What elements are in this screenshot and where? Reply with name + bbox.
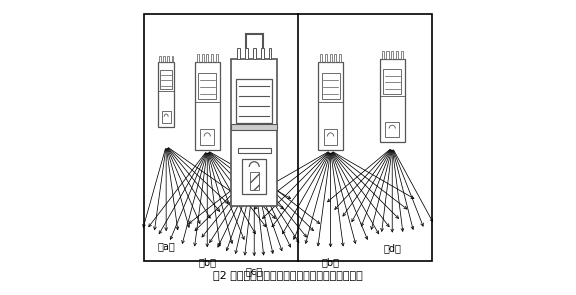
Bar xyxy=(232,59,277,206)
Bar xyxy=(144,14,432,260)
Bar xyxy=(200,129,214,145)
Bar xyxy=(215,54,218,62)
Bar xyxy=(211,54,213,62)
Text: （b）: （b） xyxy=(198,258,216,268)
Bar xyxy=(339,54,341,62)
Bar xyxy=(269,48,271,59)
Bar xyxy=(320,54,323,62)
Bar xyxy=(385,122,399,137)
Text: （a）: （a） xyxy=(157,241,175,251)
Bar xyxy=(386,51,389,59)
Text: （c）: （c） xyxy=(246,266,263,276)
Bar xyxy=(160,70,172,89)
Bar xyxy=(164,56,165,62)
Bar xyxy=(318,62,343,150)
Bar xyxy=(250,172,259,190)
Bar xyxy=(396,51,398,59)
Bar xyxy=(245,48,248,59)
Bar xyxy=(261,48,263,59)
Bar xyxy=(242,159,266,194)
Bar xyxy=(237,78,272,122)
Bar xyxy=(206,54,209,62)
Text: （d）: （d） xyxy=(383,243,401,253)
Bar xyxy=(162,112,170,123)
Bar xyxy=(237,48,240,59)
Bar xyxy=(172,56,173,62)
Bar xyxy=(232,124,277,130)
Bar xyxy=(238,148,271,153)
Bar xyxy=(383,69,401,94)
Bar xyxy=(329,54,332,62)
Bar xyxy=(202,54,204,62)
Bar xyxy=(334,54,336,62)
Bar xyxy=(195,62,219,150)
Bar xyxy=(325,54,327,62)
Bar xyxy=(158,62,174,127)
Text: 图2 不同阴极面尺寸及测试距离与光束收集的关系: 图2 不同阴极面尺寸及测试距离与光束收集的关系 xyxy=(213,270,363,280)
Bar xyxy=(197,54,199,62)
Bar xyxy=(400,51,403,59)
Bar xyxy=(253,48,256,59)
Bar xyxy=(198,73,216,99)
Bar xyxy=(321,73,340,99)
Text: （b）: （b） xyxy=(321,258,340,268)
Bar xyxy=(380,59,405,142)
Bar xyxy=(160,56,161,62)
Bar xyxy=(168,56,169,62)
Bar xyxy=(391,51,393,59)
Bar xyxy=(382,51,384,59)
Bar xyxy=(324,129,338,145)
